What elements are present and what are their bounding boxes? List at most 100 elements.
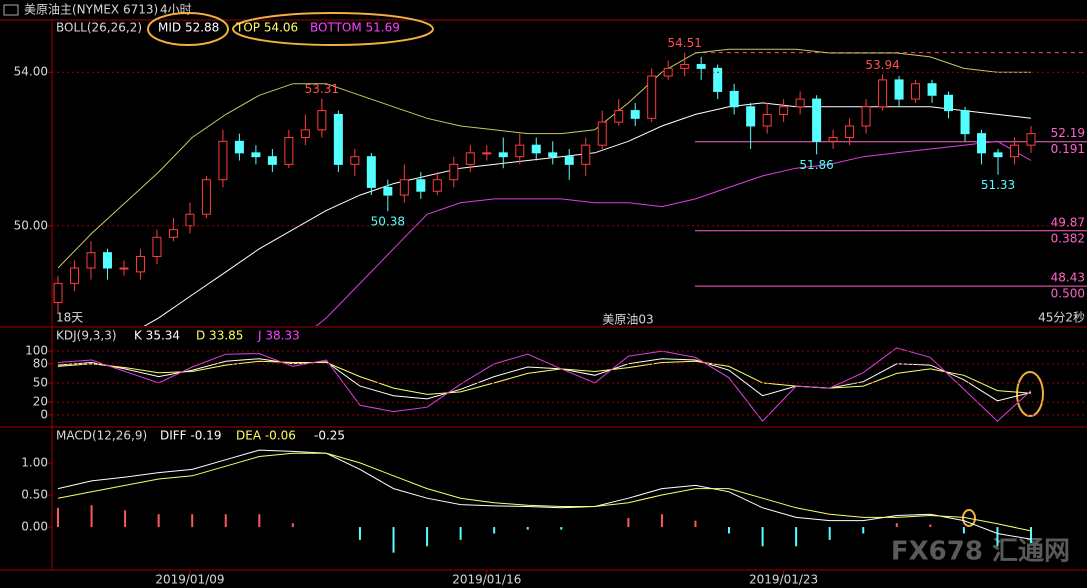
candle-body bbox=[795, 98, 805, 108]
candle-body bbox=[201, 179, 211, 215]
candle-body bbox=[284, 136, 294, 165]
candle-body bbox=[597, 121, 607, 146]
indicator-value: J 38.33 bbox=[257, 329, 300, 343]
price-annotation: 53.31 bbox=[305, 82, 339, 96]
price-annotation: 53.94 bbox=[865, 58, 899, 72]
candle-body bbox=[416, 179, 426, 192]
y-tick-label: 0.50 bbox=[21, 488, 48, 502]
y-tick-label: 0 bbox=[40, 407, 48, 421]
fib-label: 0.500 bbox=[1051, 287, 1085, 301]
candle-body bbox=[911, 83, 921, 100]
price-annotation: 51.33 bbox=[981, 178, 1015, 192]
indicator-line bbox=[57, 452, 1032, 532]
candle-body bbox=[218, 140, 228, 181]
x-tick-label: 2019/01/16 bbox=[452, 573, 521, 587]
y-tick-label: 0.00 bbox=[21, 520, 48, 534]
bar-count: 18天 bbox=[56, 311, 83, 325]
countdown: 45分2秒 bbox=[1038, 311, 1085, 325]
y-tick-label: 80 bbox=[33, 356, 48, 370]
indicator-line bbox=[315, 140, 1032, 326]
indicator-value: MID 52.88 bbox=[158, 21, 219, 35]
candle-body bbox=[861, 106, 871, 127]
candle-body bbox=[69, 267, 79, 284]
indicator-value: K 35.34 bbox=[134, 329, 180, 343]
candle-body bbox=[647, 75, 657, 119]
indicator-line bbox=[57, 360, 1032, 395]
highlight bbox=[147, 12, 229, 46]
candle-body bbox=[251, 152, 261, 158]
candle-body bbox=[878, 79, 888, 108]
candle-body bbox=[449, 163, 459, 181]
candle-body bbox=[515, 144, 525, 158]
candle-body bbox=[630, 110, 640, 119]
y-tick-label: 1.00 bbox=[21, 455, 48, 469]
candle-body bbox=[53, 282, 63, 304]
candle-body bbox=[300, 129, 310, 138]
candle-body bbox=[614, 110, 624, 123]
candle-body bbox=[383, 186, 393, 196]
candle-body bbox=[333, 113, 343, 165]
highlight bbox=[962, 509, 976, 527]
indicator-title: MACD(12,26,9) bbox=[56, 429, 147, 443]
candle-body bbox=[729, 90, 739, 108]
candle-body bbox=[432, 179, 442, 192]
price-annotation: 51.86 bbox=[799, 158, 833, 172]
indicator-line bbox=[57, 358, 1032, 402]
symbol-icon[interactable] bbox=[3, 4, 19, 16]
candle-body bbox=[993, 152, 1003, 158]
plot-area bbox=[53, 48, 1087, 326]
price-annotation: 54.51 bbox=[667, 36, 701, 50]
candle-body bbox=[399, 179, 409, 196]
candle-body bbox=[86, 252, 96, 269]
candle-body bbox=[267, 156, 277, 165]
candle-body bbox=[119, 267, 129, 270]
candle-body bbox=[762, 113, 772, 127]
watermark: FX678 汇通网 bbox=[891, 537, 1070, 567]
candle-body bbox=[845, 125, 855, 138]
candle-body bbox=[564, 156, 574, 165]
candle-body bbox=[944, 94, 954, 112]
candle-body bbox=[350, 156, 360, 165]
indicator-line bbox=[57, 347, 1032, 422]
candle-body bbox=[746, 106, 756, 127]
indicator-value: BOTTOM 51.69 bbox=[310, 21, 400, 35]
indicator-title: KDJ(9,3,3) bbox=[56, 329, 117, 343]
indicator-title: BOLL(26,26,2) bbox=[56, 21, 142, 35]
candle-body bbox=[894, 79, 904, 100]
highlight bbox=[232, 12, 434, 46]
toolbar bbox=[0, 0, 1087, 20]
candle-body bbox=[713, 67, 723, 92]
indicator-value: DIFF -0.19 bbox=[160, 429, 221, 443]
candle-body bbox=[680, 64, 690, 69]
y-tick-label: 50.00 bbox=[14, 218, 48, 232]
fib-label: 52.19 bbox=[1051, 126, 1085, 140]
candle-body bbox=[1010, 144, 1020, 158]
candle-body bbox=[482, 152, 492, 155]
indicator-value: DEA -0.06 bbox=[236, 429, 296, 443]
candle-body bbox=[168, 229, 178, 238]
x-tick-label: 2019/01/09 bbox=[155, 573, 224, 587]
candle-body bbox=[581, 144, 591, 165]
fib-label: 0.191 bbox=[1051, 142, 1085, 156]
y-tick-label: 20 bbox=[33, 395, 48, 409]
candle-body bbox=[152, 236, 162, 258]
indicator-value: -0.25 bbox=[314, 429, 345, 443]
candle-body bbox=[960, 110, 970, 135]
candle-body bbox=[1026, 133, 1036, 146]
candle-body bbox=[779, 106, 789, 115]
candle-body bbox=[465, 152, 475, 165]
fib-label: 49.87 bbox=[1051, 215, 1085, 229]
candle-body bbox=[927, 83, 937, 96]
candle-body bbox=[812, 98, 822, 142]
contract: 美原油03 bbox=[602, 313, 653, 327]
candle-body bbox=[102, 252, 112, 269]
indicator-value: D 33.85 bbox=[196, 329, 243, 343]
candle-body bbox=[977, 133, 987, 154]
candle-body bbox=[234, 140, 244, 154]
indicator-line bbox=[57, 48, 1031, 269]
symbol[interactable]: 美原油主(NYMEX 6713) bbox=[24, 3, 158, 17]
candle-body bbox=[135, 256, 145, 273]
plot-area bbox=[57, 449, 1032, 553]
